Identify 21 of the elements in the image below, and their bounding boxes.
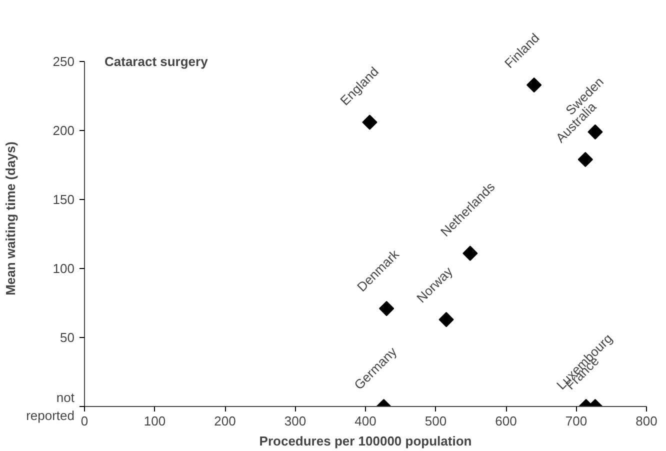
y-tick-label: not reported (26, 390, 75, 423)
x-tick-label: 700 (565, 414, 588, 428)
y-tick-label: 150 (52, 192, 75, 208)
y-axis-title: Mean waiting time (days) (3, 142, 18, 296)
point (362, 114, 378, 130)
x-axis-title: Procedures per 100000 population (259, 434, 472, 448)
x-tick-label: 200 (214, 414, 236, 428)
y-tick-label: 100 (52, 261, 75, 276)
x-tick-label: 400 (354, 414, 376, 428)
chart-title: Cataract surgery (104, 54, 209, 70)
x-tick-label: 300 (284, 414, 306, 428)
y-tick-label: 50 (60, 330, 75, 346)
x-tick-label: 100 (144, 414, 166, 428)
point (526, 77, 542, 93)
point (578, 152, 593, 168)
x-tick-label: 800 (636, 414, 658, 428)
y-tick-label: 200 (52, 123, 75, 138)
x-tick-label: 0 (80, 414, 88, 428)
y-tick-label: 250 (52, 54, 75, 70)
x-tick-label: 600 (495, 414, 517, 428)
x-tick-label: 500 (424, 414, 447, 428)
